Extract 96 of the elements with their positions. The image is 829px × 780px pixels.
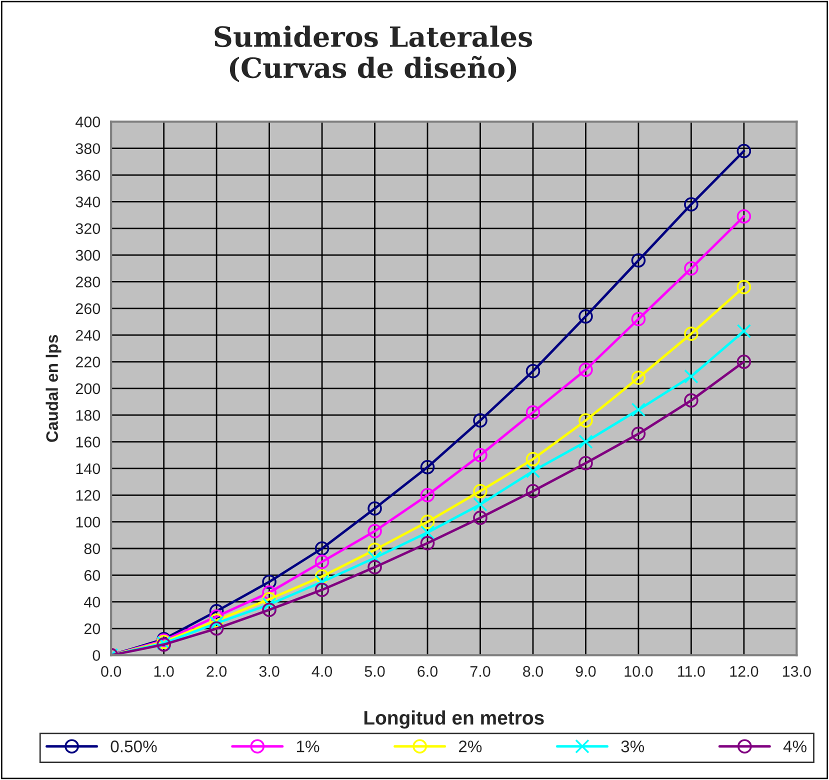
point	[526, 405, 540, 420]
point	[420, 488, 435, 502]
x-tick-label: 8.0	[523, 666, 544, 677]
y-tick-label: 240	[76, 330, 100, 341]
point	[473, 497, 488, 512]
point	[262, 597, 276, 612]
y-tick-label: 320	[76, 223, 100, 234]
y-tick-label: 340	[76, 196, 100, 208]
legend-label: 1%	[296, 740, 320, 752]
point	[578, 434, 593, 449]
y-tick-label: 400	[76, 116, 100, 128]
point	[684, 261, 698, 276]
point	[420, 460, 435, 474]
x-tick-label: 5.0	[364, 666, 385, 677]
point	[736, 280, 752, 294]
y-tick-label: 120	[76, 490, 100, 501]
point	[736, 209, 752, 224]
point	[420, 525, 435, 540]
chart-title: Sumideros Laterales (Curvas de diseño)	[214, 26, 532, 82]
point	[578, 309, 593, 324]
x-tick-label: 0.0	[101, 666, 122, 677]
point	[631, 426, 646, 441]
x-tick-label: 3.0	[259, 666, 280, 677]
point	[209, 621, 224, 636]
y-tick-label: 160	[76, 436, 100, 448]
x-tick-label: 7.0	[470, 666, 490, 677]
point	[631, 370, 646, 385]
point	[736, 354, 752, 369]
point	[526, 452, 540, 466]
point	[473, 448, 488, 462]
x-tick-label: 2.0	[206, 666, 227, 677]
y-tick-label: 260	[76, 303, 100, 314]
x-tick-label: 1.0	[154, 666, 174, 677]
point	[578, 456, 593, 470]
point	[368, 501, 382, 516]
point	[314, 541, 330, 556]
point	[526, 364, 540, 378]
legend-label: 3%	[621, 740, 644, 752]
y-tick-label: 300	[76, 250, 100, 261]
point	[262, 592, 276, 606]
point	[473, 484, 488, 498]
x-tick-label: 10.0	[624, 666, 653, 677]
point	[736, 144, 752, 158]
point	[526, 464, 540, 478]
point	[420, 514, 435, 529]
x-tick-label: 12.0	[730, 666, 758, 677]
y-tick-label: 100	[76, 516, 100, 528]
point	[684, 197, 698, 212]
point	[209, 604, 224, 618]
legend-label: 2%	[458, 740, 482, 752]
x-axis-title: Longitud en metros	[364, 710, 544, 729]
point	[314, 554, 330, 569]
point	[314, 569, 330, 584]
point	[526, 484, 540, 498]
point	[631, 253, 646, 268]
y-tick-label: 0	[92, 650, 100, 661]
x-tick-label: 9.0	[576, 666, 596, 677]
point	[420, 536, 435, 550]
point	[473, 413, 488, 428]
point	[262, 602, 276, 618]
point	[631, 402, 646, 417]
point	[314, 582, 330, 597]
point	[736, 324, 752, 338]
y-tick-label: 200	[76, 383, 100, 394]
y-axis-title: Caudal en lps	[46, 334, 62, 442]
y-tick-label: 280	[76, 276, 100, 288]
y-tick-label: 60	[84, 570, 100, 581]
point	[262, 574, 276, 589]
point	[684, 369, 698, 384]
point	[209, 613, 224, 628]
point	[473, 510, 488, 525]
point	[578, 413, 593, 428]
y-tick-label: 220	[76, 356, 100, 368]
point	[368, 542, 382, 557]
y-tick-label: 380	[76, 143, 100, 154]
x-tick-label: 11.0	[678, 666, 705, 677]
y-tick-label: 360	[76, 170, 100, 181]
y-tick-label: 20	[84, 623, 100, 634]
x-tick-label: 13.0	[782, 666, 811, 677]
point	[209, 616, 224, 630]
legend-label: 4%	[783, 740, 806, 752]
y-tick-label: 80	[84, 543, 100, 554]
y-tick-label: 140	[76, 463, 100, 474]
legend-label: 0.50%	[110, 740, 157, 752]
y-tick-label: 180	[76, 410, 100, 421]
point	[314, 574, 330, 589]
point	[368, 524, 382, 538]
y-tick-label: 40	[84, 596, 100, 608]
x-tick-label: 6.0	[418, 666, 438, 677]
point	[684, 393, 698, 408]
point	[368, 560, 382, 574]
point	[631, 312, 646, 326]
point	[684, 326, 698, 341]
x-tick-label: 4.0	[312, 666, 332, 677]
point	[368, 550, 382, 565]
point	[578, 362, 593, 377]
